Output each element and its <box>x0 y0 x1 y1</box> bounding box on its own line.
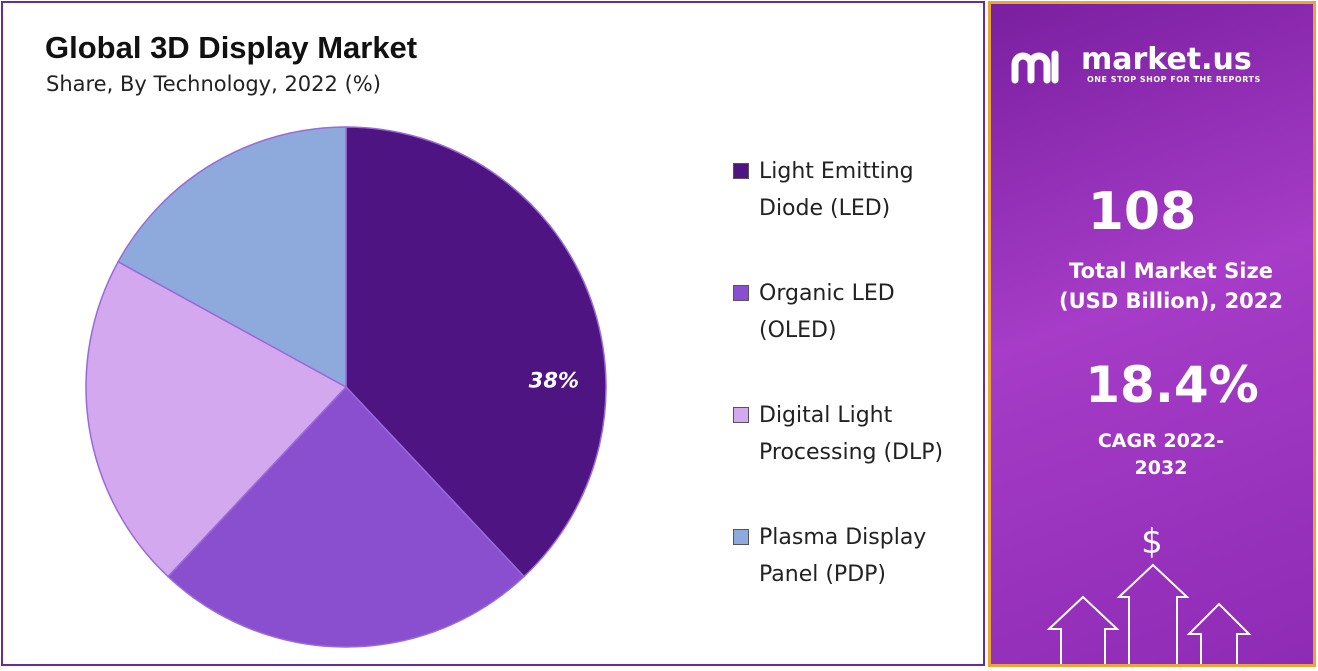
market-size: 108 <box>1087 182 1197 242</box>
cagr-label: CAGR 2022-2032 <box>1097 430 1225 479</box>
brand-logo <box>1011 50 1059 84</box>
growth-arrows <box>1046 563 1252 664</box>
legend-swatch <box>733 529 749 545</box>
legend-swatch <box>733 163 749 179</box>
legend-swatch <box>733 285 749 301</box>
legend-label: Light Emitting Diode (LED) <box>759 159 914 221</box>
cagr: 18.4% <box>1085 356 1259 414</box>
chart-title: Global 3D Display Market <box>45 30 418 65</box>
market-size-label: Total Market Size (USD Billion), 2022 <box>1058 259 1284 313</box>
pie-slice <box>166 385 526 648</box>
pie-slice <box>85 260 348 578</box>
legend-swatch <box>733 407 749 423</box>
legend-label: Plasma Display Panel (PDP) <box>759 525 927 587</box>
chart-frame <box>1 1 985 666</box>
pie-slice <box>117 126 347 389</box>
brand: market.us <box>1081 42 1252 77</box>
pie-slice <box>345 126 607 578</box>
summary-panel: market.us ONE STOP SHOP FOR THE REPORTS … <box>988 1 1316 667</box>
pie-chart: 38% <box>85 126 607 648</box>
legend-label: Organic LED (OLED) <box>759 281 895 343</box>
chart-subtitle: Share, By Technology, 2022 (%) <box>46 72 381 96</box>
data-label: 38% <box>529 368 579 392</box>
legend-label: Digital Light Processing (DLP) <box>759 403 944 465</box>
tagline: ONE STOP SHOP FOR THE REPORTS <box>1087 75 1261 84</box>
currency-icon: $ <box>1141 522 1163 562</box>
